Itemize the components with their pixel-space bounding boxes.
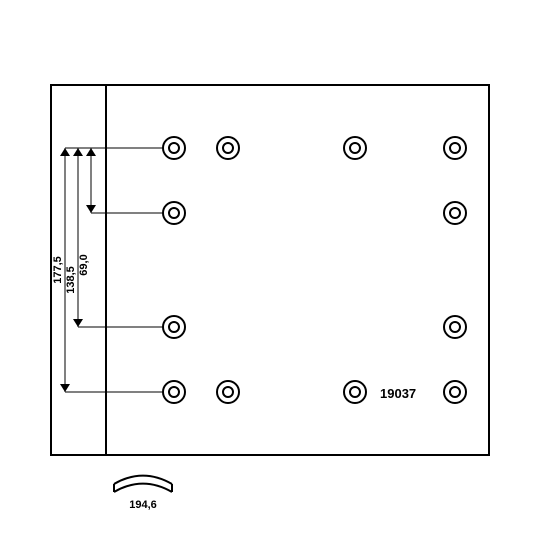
- hole: [444, 316, 466, 338]
- hole: [163, 381, 185, 403]
- hole: [444, 202, 466, 224]
- dimension-label: 69,0: [78, 254, 90, 275]
- hole: [444, 137, 466, 159]
- arrowhead: [73, 148, 83, 156]
- hole: [163, 137, 185, 159]
- arrowhead: [86, 148, 96, 156]
- arrowhead: [60, 384, 70, 392]
- arrowhead: [60, 148, 70, 156]
- hole: [163, 316, 185, 338]
- hole: [344, 381, 366, 403]
- hole: [217, 381, 239, 403]
- arc-label: 194,6: [129, 499, 157, 511]
- arrowhead: [86, 205, 96, 213]
- arrowhead: [73, 319, 83, 327]
- part-number: 19037: [380, 386, 416, 401]
- hole: [444, 381, 466, 403]
- hole: [217, 137, 239, 159]
- arc-lower: [114, 484, 172, 492]
- dimension-label: 177,5: [52, 256, 64, 284]
- technical-drawing: 177,5138,569,0 194,6 19037: [0, 0, 540, 540]
- hole: [163, 202, 185, 224]
- hole: [344, 137, 366, 159]
- dimension-label: 138,5: [65, 266, 77, 294]
- outer-border: [51, 85, 489, 455]
